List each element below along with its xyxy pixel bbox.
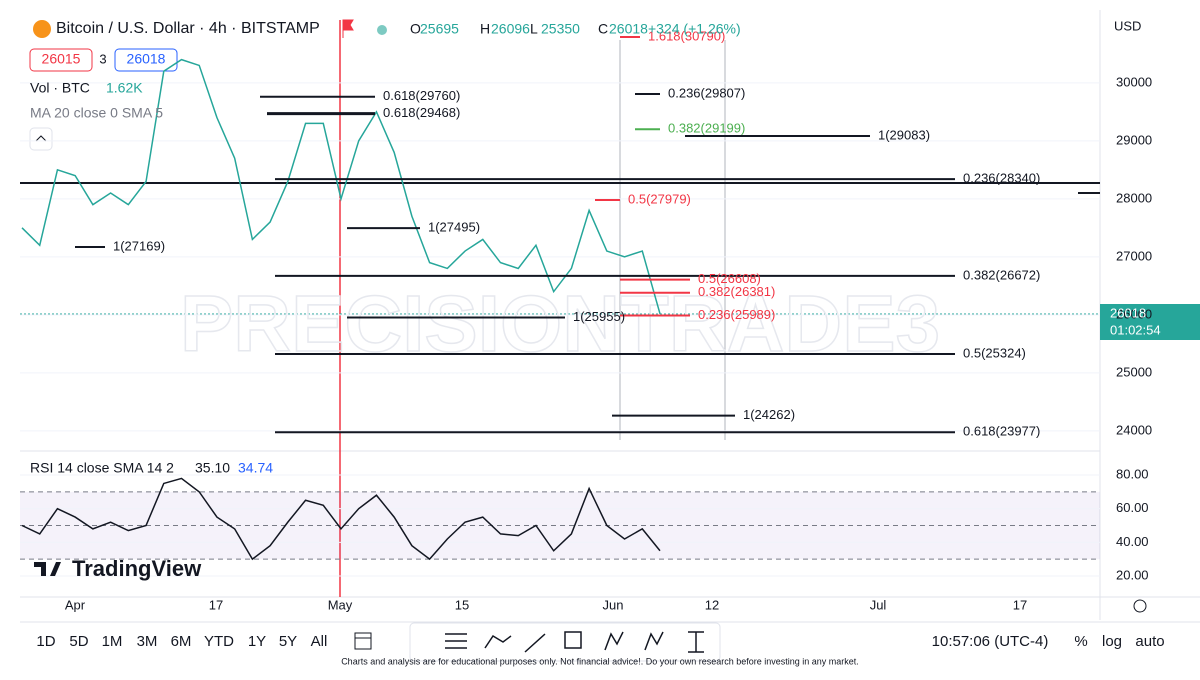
- rsi-title: RSI 14 close SMA 14 2: [30, 460, 174, 476]
- ask: 26018: [127, 51, 166, 67]
- chevron-icon: [35, 135, 47, 142]
- axis-option[interactable]: auto: [1135, 633, 1164, 650]
- fib-label: 0.5(25324): [963, 345, 1026, 360]
- fib-label: 0.618(23977): [963, 424, 1040, 439]
- y-tick-label: 30000: [1116, 74, 1152, 89]
- x-tick-label: 12: [705, 597, 719, 612]
- ohlc: C: [598, 21, 608, 37]
- fib-label: 0.5(27979): [628, 191, 691, 206]
- y-tick-label: 29000: [1116, 132, 1152, 147]
- ohlc: 26096: [491, 21, 530, 37]
- range-button[interactable]: 5D: [69, 633, 88, 650]
- ohlc: 25695: [420, 21, 459, 37]
- y-tick-label: 60.00: [1116, 500, 1149, 515]
- chart-title: Bitcoin / U.S. Dollar · 4h · BITSTAMP: [56, 20, 320, 37]
- x-tick-label: Jun: [603, 597, 624, 612]
- fib-label: 0.382(26672): [963, 267, 1040, 282]
- fib-label: 1(29083): [878, 127, 930, 142]
- price-line: [21, 58, 661, 315]
- fib-label: 1(27495): [428, 220, 480, 235]
- spread: 3: [99, 51, 106, 66]
- rsi-line: [21, 477, 661, 561]
- x-tick-label: 15: [455, 597, 469, 612]
- axis-option[interactable]: log: [1102, 633, 1122, 650]
- settings-icon[interactable]: [1133, 599, 1147, 613]
- range-button[interactable]: YTD: [204, 633, 234, 650]
- axis-option[interactable]: %: [1074, 633, 1087, 650]
- fib-label: 0.236(25989): [698, 307, 775, 322]
- y-tick-label: 26000: [1116, 306, 1152, 321]
- ohlc: 26018: [609, 21, 648, 37]
- range-button[interactable]: 1Y: [248, 633, 266, 650]
- clock: 10:57:06 (UTC-4): [932, 633, 1049, 650]
- last-price: 26018: [1110, 305, 1146, 320]
- y-tick-label: 28000: [1116, 190, 1152, 205]
- y-tick-label: 25000: [1116, 364, 1152, 379]
- range-button[interactable]: 1M: [102, 633, 123, 650]
- collapse-button[interactable]: [29, 127, 53, 151]
- sell-box[interactable]: [29, 48, 93, 72]
- y-tick-label: 24000: [1116, 422, 1152, 437]
- fib-label: 0.236(28340): [963, 171, 1040, 186]
- y-tick-label: 80.00: [1116, 466, 1149, 481]
- y-tick-label: 27000: [1116, 248, 1152, 263]
- x-tick-label: Jul: [870, 597, 887, 612]
- range-button[interactable]: 1D: [36, 633, 55, 650]
- y-tick-label: 40.00: [1116, 534, 1149, 549]
- rsi-sma-value: 34.74: [238, 460, 273, 476]
- fib-label: 1.618(30790): [648, 28, 725, 43]
- disclaimer: Charts and analysis are for educational …: [341, 656, 859, 666]
- fib-label: 1(25955): [573, 309, 625, 324]
- range-button[interactable]: 6M: [171, 633, 192, 650]
- range-button[interactable]: All: [311, 633, 328, 650]
- bitcoin-icon: [33, 20, 51, 38]
- ohlc: L: [530, 21, 538, 37]
- volume-label: Vol · BTC: [30, 80, 90, 96]
- calendar-icon[interactable]: [354, 632, 372, 650]
- ohlc: 25350: [541, 21, 580, 37]
- ohlc: O: [410, 21, 421, 37]
- range-button[interactable]: 5Y: [279, 633, 297, 650]
- last-price-tag: [1100, 304, 1200, 340]
- y-tick-label: 20.00: [1116, 567, 1149, 582]
- range-button[interactable]: 3M: [137, 633, 158, 650]
- drawing-tool-icons[interactable]: [445, 631, 704, 653]
- status-dot: [377, 25, 387, 35]
- bid: 26015: [42, 51, 81, 67]
- x-tick-label: 17: [1013, 597, 1027, 612]
- x-tick-label: 17: [209, 597, 223, 612]
- fib-label: 0.236(29807): [668, 85, 745, 100]
- fib-label: 0.618(29760): [383, 88, 460, 103]
- fib-label: 0.5(26608): [698, 271, 761, 286]
- fib-label: 0.382(26381): [698, 284, 775, 299]
- ohlc: H: [480, 21, 490, 37]
- change: +324 (+1.26%): [648, 21, 741, 37]
- countdown: 01:02:54: [1110, 322, 1161, 337]
- fib-label: 1(27169): [113, 238, 165, 253]
- buy-box[interactable]: [114, 48, 178, 72]
- flag-icon: [342, 19, 354, 38]
- x-tick-label: Apr: [65, 597, 86, 612]
- rsi-value: 35.10: [195, 460, 230, 476]
- logo: TradingView: [72, 556, 202, 581]
- logo-mark: [34, 562, 61, 576]
- fib-label: 1(24262): [743, 407, 795, 422]
- fib-label: 0.382(29199): [668, 121, 745, 136]
- currency: USD: [1114, 18, 1141, 33]
- x-tick-label: May: [328, 597, 353, 612]
- fib-label: 0.618(29468): [383, 105, 460, 120]
- ma-label: MA 20 close 0 SMA 5: [30, 105, 163, 121]
- volume-value: 1.62K: [106, 80, 143, 96]
